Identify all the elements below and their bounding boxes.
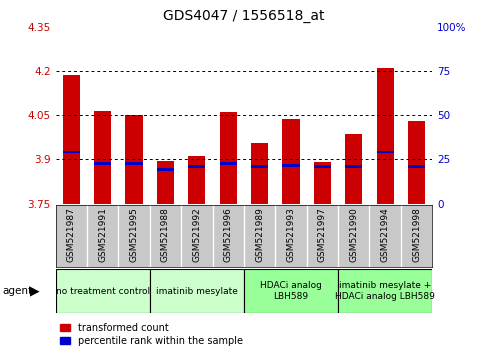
Text: GSM521993: GSM521993 xyxy=(286,207,296,262)
Text: GSM521995: GSM521995 xyxy=(129,207,139,262)
Text: imatinib mesylate: imatinib mesylate xyxy=(156,287,238,296)
Bar xyxy=(251,165,268,168)
Text: GSM521991: GSM521991 xyxy=(98,207,107,262)
Text: ▶: ▶ xyxy=(30,285,40,298)
Bar xyxy=(150,269,244,313)
Text: imatinib mesylate +
HDACi analog LBH589: imatinib mesylate + HDACi analog LBH589 xyxy=(335,281,435,301)
Bar xyxy=(338,269,432,313)
Bar xyxy=(126,162,142,165)
Bar xyxy=(283,119,299,204)
Text: GSM521998: GSM521998 xyxy=(412,207,421,262)
Bar xyxy=(377,68,394,204)
Text: agent: agent xyxy=(2,286,32,296)
Bar xyxy=(94,162,111,165)
Text: GSM521996: GSM521996 xyxy=(224,207,233,262)
Text: GSM521988: GSM521988 xyxy=(161,207,170,262)
Bar xyxy=(188,156,205,204)
Bar xyxy=(63,150,80,153)
Bar xyxy=(157,168,174,171)
Bar xyxy=(56,269,150,313)
Text: GSM521994: GSM521994 xyxy=(381,207,390,262)
Text: no treatment control: no treatment control xyxy=(56,287,150,296)
Bar xyxy=(377,150,394,153)
Bar xyxy=(220,162,237,165)
Bar xyxy=(126,115,142,204)
Text: GSM521987: GSM521987 xyxy=(67,207,76,262)
Bar xyxy=(314,165,331,168)
Text: GSM521989: GSM521989 xyxy=(255,207,264,262)
Legend: transformed count, percentile rank within the sample: transformed count, percentile rank withi… xyxy=(60,323,243,346)
Text: HDACi analog
LBH589: HDACi analog LBH589 xyxy=(260,281,322,301)
Bar xyxy=(283,164,299,166)
Bar xyxy=(314,162,331,204)
Bar xyxy=(345,134,362,204)
Text: GSM521990: GSM521990 xyxy=(349,207,358,262)
Bar xyxy=(244,269,338,313)
Bar xyxy=(63,75,80,204)
Bar xyxy=(408,121,425,204)
Bar xyxy=(94,110,111,204)
Bar xyxy=(157,161,174,204)
Bar xyxy=(188,165,205,168)
Bar xyxy=(408,165,425,168)
Title: GDS4047 / 1556518_at: GDS4047 / 1556518_at xyxy=(163,9,325,23)
Bar xyxy=(220,112,237,204)
Bar xyxy=(345,165,362,168)
Text: GSM521992: GSM521992 xyxy=(192,207,201,262)
Bar xyxy=(251,143,268,204)
Text: GSM521997: GSM521997 xyxy=(318,207,327,262)
